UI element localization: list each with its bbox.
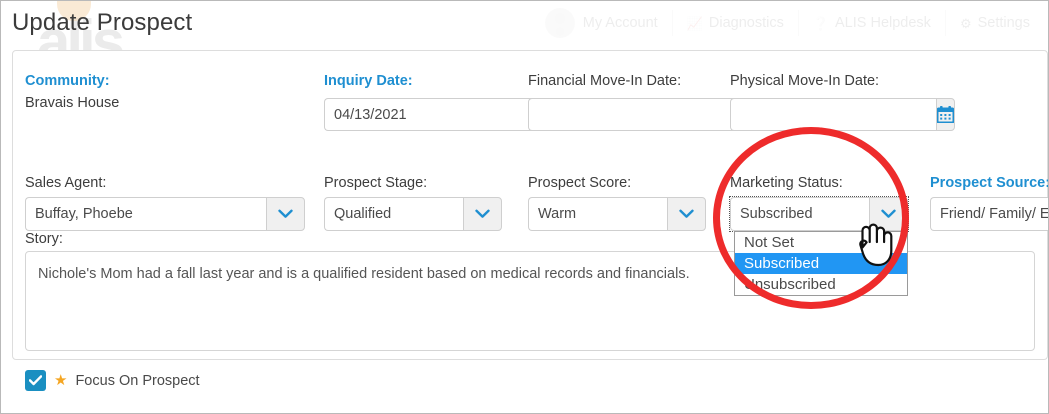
nav-item-diagnostics-label: Diagnostics	[708, 15, 784, 31]
physical-move-in-date-input[interactable]	[730, 98, 936, 131]
question-circle-icon: ❔	[812, 15, 830, 31]
community-value: Bravais House	[25, 95, 120, 111]
chevron-down-icon	[679, 209, 694, 218]
marketing-status-option-not-set[interactable]: Not Set	[744, 234, 795, 251]
inquiry-date-field[interactable]	[324, 98, 549, 131]
physical-move-in-date-field[interactable]	[730, 98, 955, 131]
prospect-score-value: Warm	[528, 197, 667, 231]
prospect-stage-select[interactable]: Qualified	[324, 197, 502, 231]
chart-line-icon: 📈	[686, 15, 703, 31]
page-title: Update Prospect	[12, 9, 193, 36]
marketing-status-select[interactable]: Subscribed	[729, 196, 909, 232]
nav-item-alis-helpdesk-label: ALIS Helpdesk	[835, 15, 931, 31]
gear-icon: ⚙	[959, 15, 972, 31]
marketing-status-options-menu[interactable]: Not Set Subscribed Unsubscribed	[734, 231, 908, 296]
physical-move-in-date-calendar-button[interactable]	[936, 98, 955, 131]
update-prospect-card: Community: Bravais House Inquiry Date: F…	[12, 50, 1048, 360]
sales-agent-value: Buffay, Phoebe	[25, 197, 266, 231]
focus-on-prospect-row[interactable]: ★ Focus On Prospect	[25, 370, 200, 391]
financial-move-in-date-field[interactable]	[528, 98, 753, 131]
inquiry-date-label: Inquiry Date:	[324, 73, 413, 89]
star-icon: ★	[54, 372, 68, 389]
story-label: Story:	[25, 231, 63, 247]
nav-item-alis-helpdesk[interactable]: ❔ ALIS Helpdesk	[799, 10, 946, 36]
financial-move-in-date-input[interactable]	[528, 98, 734, 131]
marketing-status-value: Subscribed	[730, 197, 869, 231]
prospect-stage-label: Prospect Stage:	[324, 175, 428, 191]
user-avatar-icon	[544, 8, 575, 38]
prospect-source-select[interactable]: Friend/ Family/ E	[930, 197, 1048, 231]
nav-item-my-account-label: My Account	[582, 15, 658, 31]
sales-agent-dropdown-toggle[interactable]	[266, 197, 305, 231]
chevron-down-icon	[881, 209, 896, 218]
sales-agent-select[interactable]: Buffay, Phoebe	[25, 197, 305, 231]
focus-on-prospect-label: Focus On Prospect	[75, 372, 200, 389]
prospect-stage-dropdown-toggle[interactable]	[463, 197, 502, 231]
inquiry-date-input[interactable]	[324, 98, 530, 131]
chevron-down-icon	[278, 209, 293, 218]
prospect-score-select[interactable]: Warm	[528, 197, 706, 231]
alis-watermark-accent	[57, 1, 91, 21]
prospect-source-label: Prospect Source:	[930, 175, 1049, 191]
community-label: Community:	[25, 73, 110, 89]
sales-agent-label: Sales Agent:	[25, 175, 107, 191]
marketing-status-option-unsubscribed[interactable]: Unsubscribed	[744, 276, 836, 293]
prospect-score-dropdown-toggle[interactable]	[667, 197, 706, 231]
nav-item-settings[interactable]: ⚙ Settings	[946, 10, 1044, 36]
prospect-score-label: Prospect Score:	[528, 175, 632, 191]
physical-move-in-date-label: Physical Move-In Date:	[730, 73, 880, 89]
chevron-down-icon	[475, 209, 490, 218]
marketing-status-label: Marketing Status:	[730, 175, 843, 191]
financial-move-in-date-label: Financial Move-In Date:	[528, 73, 682, 89]
nav-item-settings-label: Settings	[977, 15, 1030, 31]
marketing-status-dropdown-toggle[interactable]	[869, 197, 908, 231]
marketing-status-option-subscribed[interactable]: Subscribed	[735, 253, 907, 274]
nav-item-diagnostics[interactable]: 📈 Diagnostics	[673, 10, 799, 36]
prospect-stage-value: Qualified	[324, 197, 463, 231]
checkmark-icon	[29, 375, 42, 386]
prospect-source-value: Friend/ Family/ E	[930, 197, 1048, 231]
calendar-icon	[937, 106, 954, 123]
nav-item-my-account[interactable]: My Account	[531, 8, 673, 38]
focus-on-prospect-checkbox[interactable]	[25, 370, 46, 391]
